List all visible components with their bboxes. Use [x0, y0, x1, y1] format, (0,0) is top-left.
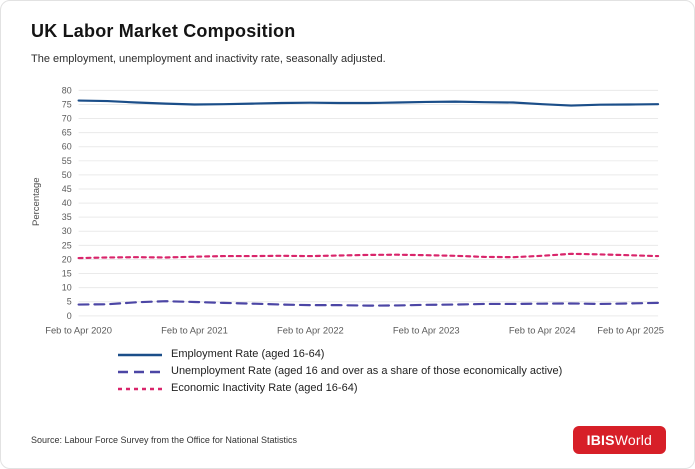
legend-swatch-economic-inactivity-rate	[118, 387, 162, 390]
series-line-employment-rate	[77, 99, 660, 107]
source-text: Source: Labour Force Survey from the Off…	[31, 435, 297, 445]
legend-item: Employment Rate (aged 16-64)	[117, 347, 666, 362]
x-tick-label: Feb to Apr 2022	[277, 325, 344, 336]
y-tick-label: 15	[62, 269, 72, 279]
y-tick-label: 40	[62, 198, 72, 208]
x-tick-label: Feb to Apr 2023	[393, 325, 460, 336]
y-tick-label: 25	[62, 240, 72, 250]
legend-swatch-unemployment-rate	[118, 370, 162, 373]
line-chart-svg: 0 5 10 15 20 25 30 35 40 45 50 55 60 65 70 75 80 Feb to A…	[45, 85, 664, 336]
y-tick-label: 70	[62, 114, 72, 124]
chart-subtitle: The employment, unemployment and inactiv…	[31, 53, 386, 65]
series-line-economic-inactivity-rate	[77, 252, 660, 260]
x-tick-label: Feb to Apr 2021	[161, 325, 228, 336]
y-tick-label: 35	[62, 212, 72, 222]
y-tick-label: 20	[62, 254, 72, 264]
y-tick-label: 65	[62, 128, 72, 138]
y-tick-label: 60	[62, 142, 72, 152]
legend-label: Employment Rate (aged 16-64)	[171, 348, 325, 360]
footer: Source: Labour Force Survey from the Off…	[31, 426, 666, 454]
y-tick-label: 30	[62, 226, 72, 236]
y-tick-label: 55	[62, 156, 72, 166]
y-tick-label: 0	[67, 311, 72, 321]
ibisworld-logo: IBISWorld	[572, 426, 666, 454]
x-tick-label: Feb to Apr 2020	[45, 325, 112, 336]
y-tick-label: 80	[62, 85, 72, 95]
page-title: UK Labor Market Composition	[31, 21, 296, 41]
y-tick-label: 45	[62, 184, 72, 194]
legend-item: Unemployment Rate (aged 16 and over as a…	[117, 364, 666, 379]
x-tick-label: Feb to Apr 2025	[597, 325, 664, 336]
chart-area: Percentage 0 5 10 15 20 25 30 35 40 45 50 55 60 65 70 7…	[31, 77, 666, 345]
legend-item: Economic Inactivity Rate (aged 16-64)	[117, 381, 666, 396]
y-tick-label: 5	[67, 297, 72, 307]
y-tick-label: 50	[62, 170, 72, 180]
legend: Employment Rate (aged 16-64) Unemployment…	[117, 347, 666, 396]
logo-ibis: IBIS	[586, 432, 615, 448]
legend-label: Economic Inactivity Rate (aged 16-64)	[171, 382, 358, 394]
y-tick-label: 75	[62, 99, 72, 109]
x-tick-label: Feb to Apr 2024	[509, 325, 576, 336]
y-tick-label: 10	[62, 283, 72, 293]
logo-world: World	[614, 432, 652, 448]
y-axis-label: Percentage	[31, 177, 42, 227]
legend-label: Unemployment Rate (aged 16 and over as a…	[171, 365, 563, 377]
series-line-unemployment-rate	[77, 300, 660, 307]
legend-swatch-employment-rate	[118, 353, 162, 356]
